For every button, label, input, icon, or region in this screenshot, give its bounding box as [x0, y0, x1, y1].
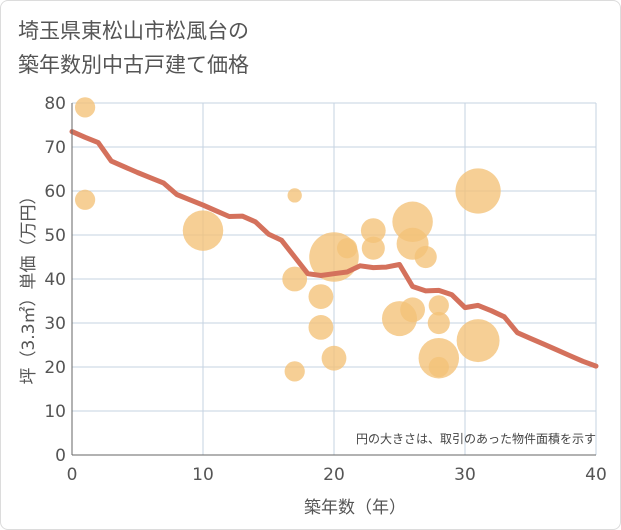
y-tick-label: 20 [44, 358, 66, 378]
x-axis-title: 築年数（年） [304, 498, 406, 518]
y-tick-label: 40 [44, 270, 66, 290]
y-tick-label: 50 [44, 226, 66, 246]
y-tick-label: 30 [44, 314, 66, 334]
data-bubble [400, 297, 425, 323]
x-tick-label: 10 [192, 465, 214, 485]
data-bubble [428, 295, 449, 316]
data-bubble [336, 238, 358, 259]
data-bubble [182, 210, 224, 251]
data-bubble [308, 315, 334, 340]
y-tick-label: 80 [44, 94, 66, 114]
chart-title-line-1: 埼玉県東松山市松風台の [18, 19, 249, 43]
data-bubble [321, 345, 347, 371]
chart-title-line-2: 築年数別中古戸建て価格 [18, 53, 249, 77]
data-bubble [456, 319, 500, 363]
y-axis-title: 坪（3.3㎡）単価（万円） [19, 187, 39, 384]
x-tick-label: 20 [323, 465, 345, 485]
average-price-line [69, 129, 599, 369]
data-bubble [455, 168, 501, 214]
y-tick-label: 10 [44, 402, 66, 422]
data-bubble [428, 356, 449, 378]
y-tick-label: 70 [44, 138, 66, 158]
x-tick-label: 40 [585, 465, 607, 485]
data-bubble [427, 311, 450, 335]
axis-layer: 0 10 20 30 40 0 10 20 30 40 50 60 70 80 [44, 94, 606, 485]
data-bubble [74, 189, 96, 210]
data-bubble [287, 188, 302, 203]
data-bubble [74, 97, 96, 118]
data-bubble [414, 245, 437, 269]
bubble-layer [74, 97, 501, 382]
data-bubble [284, 361, 305, 382]
size-legend-note: 円の大きさは、取引のあった物件面積を示す [356, 431, 596, 446]
x-tick-label: 30 [454, 465, 476, 485]
data-bubble [308, 284, 334, 309]
x-tick-label: 0 [67, 465, 78, 485]
chart-title: 埼玉県東松山市松風台の 築年数別中古戸建て価格 [18, 14, 249, 82]
y-tick-label: 0 [55, 446, 66, 466]
data-bubble [360, 218, 386, 243]
y-tick-label: 60 [44, 182, 66, 202]
data-bubble [282, 266, 308, 292]
line-layer [69, 129, 599, 369]
data-bubble [361, 236, 385, 260]
